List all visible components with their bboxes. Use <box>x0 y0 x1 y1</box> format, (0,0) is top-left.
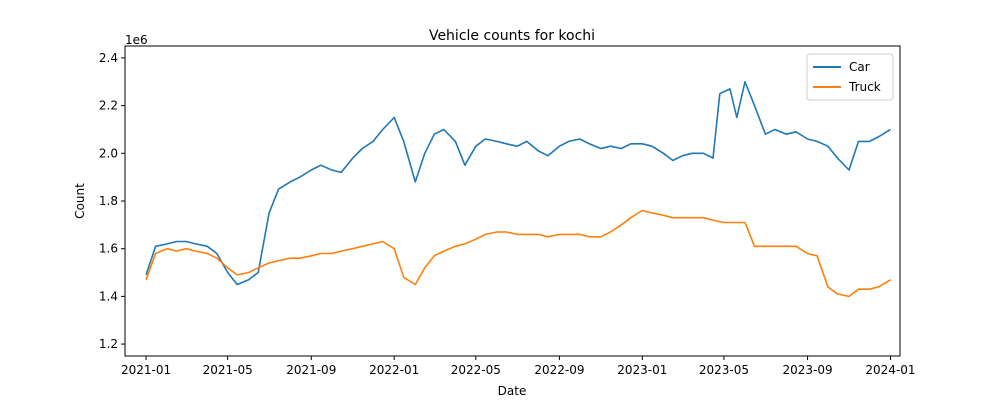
y-tick-label: 2.2 <box>99 99 118 113</box>
x-tick-label: 2021-05 <box>203 363 253 377</box>
series-line-car <box>145 81 891 286</box>
x-tick-label: 2022-05 <box>451 363 501 377</box>
series-line-truck <box>145 209 891 298</box>
x-tick-label: 2021-01 <box>121 363 171 377</box>
y-tick-label: 1.4 <box>99 289 118 303</box>
x-axis-label: Date <box>498 384 527 398</box>
legend-label-truck: Truck <box>848 80 881 94</box>
x-tick-label: 2022-01 <box>369 363 419 377</box>
y-tick-label: 2.4 <box>99 51 118 65</box>
legend-label-car: Car <box>849 60 870 74</box>
x-tick-label: 2024-01 <box>865 363 915 377</box>
y-tick-label: 1.2 <box>99 337 118 351</box>
x-tick-label: 2023-01 <box>617 363 667 377</box>
series-layer <box>145 81 891 298</box>
x-tick-label: 2021-09 <box>286 363 336 377</box>
y-tick-label: 1.6 <box>99 242 118 256</box>
y-multiplier-label: 1e6 <box>125 33 148 47</box>
y-axis-label: Count <box>73 183 87 219</box>
legend: Car Truck <box>806 53 894 101</box>
y-axis: 1.2 1.4 1.6 1.8 2.0 2.2 2.4 <box>99 51 125 351</box>
x-axis: 2021-01 2021-05 2021-09 2022-01 2022-05 2022-… <box>121 356 916 377</box>
x-tick-label: 2023-09 <box>782 363 832 377</box>
x-tick-label: 2022-09 <box>534 363 584 377</box>
legend-box <box>806 53 894 101</box>
chart-title: Vehicle counts for kochi <box>429 28 595 44</box>
y-tick-label: 2.0 <box>99 146 118 160</box>
y-tick-label: 1.8 <box>99 194 118 208</box>
x-tick-label: 2023-05 <box>699 363 749 377</box>
